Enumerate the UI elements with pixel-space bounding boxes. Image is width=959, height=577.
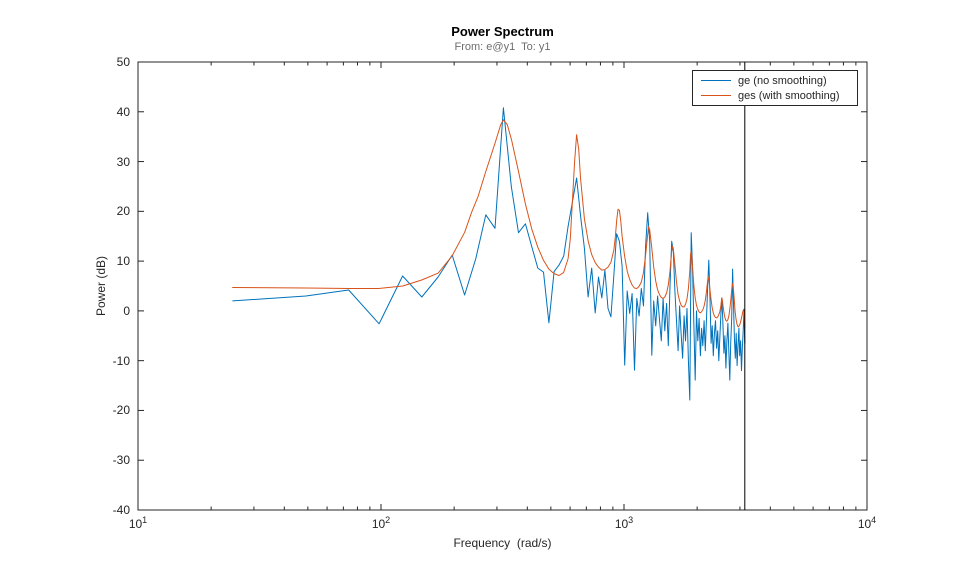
y-tick-label: 50 (116, 55, 130, 69)
chart-subtitle: From: e@y1 To: y1 (454, 41, 551, 53)
x-tick-label: 102 (371, 515, 391, 531)
x-tick-label: 101 (128, 515, 148, 531)
series-ges (232, 119, 746, 328)
legend-line-sample-ges (701, 95, 731, 96)
y-tick-label: 20 (116, 204, 130, 219)
x-tick-label: 104 (857, 515, 877, 531)
legend-item-ges: ges (with smoothing) (693, 88, 857, 103)
legend-label-ge: ge (no smoothing) (738, 74, 827, 87)
tick-marks (137, 61, 868, 511)
legend-label-ges: ges (with smoothing) (738, 89, 840, 102)
axes-box (137, 61, 868, 511)
legend-line-sample-ge (701, 80, 731, 81)
y-tick-label: 30 (116, 154, 130, 169)
x-tick-label: 103 (614, 515, 634, 531)
y-tick-label: 0 (123, 303, 130, 318)
x-axis-label: Frequency (rad/s) (453, 536, 552, 550)
legend: ge (no smoothing) ges (with smoothing) (692, 70, 858, 106)
y-tick-label: -40 (112, 503, 130, 517)
legend-item-ge: ge (no smoothing) (693, 73, 857, 88)
y-tick-label: -10 (112, 353, 130, 368)
y-tick-label: 10 (116, 254, 130, 269)
y-tick-label: 40 (116, 104, 130, 119)
chart-title: Power Spectrum (451, 24, 554, 39)
y-tick-label: -30 (112, 453, 130, 468)
y-tick-label: -20 (112, 403, 130, 418)
series-ge (232, 107, 746, 401)
